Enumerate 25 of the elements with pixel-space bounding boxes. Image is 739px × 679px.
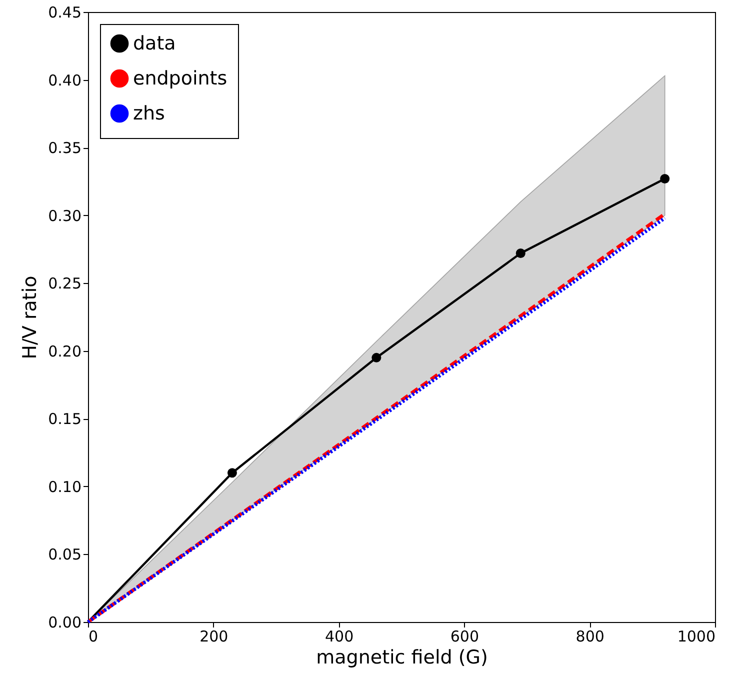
- legend-label: data: [133, 32, 176, 54]
- y-tick-label: 0.00: [48, 614, 82, 632]
- x-tick-label: 800: [576, 628, 604, 646]
- x-tick-label: 1000: [677, 628, 716, 646]
- y-axis-title: H/V ratio: [19, 276, 42, 360]
- y-tick-label: 0.10: [48, 478, 82, 496]
- y-tick-label: 0.45: [48, 4, 82, 22]
- x-tick-label: 0: [88, 628, 98, 646]
- point: [660, 174, 670, 184]
- point: [516, 248, 526, 258]
- x-tick-label: 400: [324, 628, 354, 646]
- point: [372, 352, 382, 362]
- x-tick-label: 600: [450, 628, 480, 646]
- legend-label: endpoints: [133, 68, 228, 90]
- y-tick-label: 0.35: [48, 139, 82, 158]
- point: [227, 468, 237, 478]
- y-tick-label: 0.20: [48, 342, 82, 360]
- legend-label: zhs: [133, 102, 165, 124]
- y-tick-label: 0.15: [48, 410, 82, 428]
- y-tick-label: 0.30: [48, 206, 82, 225]
- x-axis-title: magnetic field (G): [316, 646, 488, 668]
- y-tick-label: 0.05: [48, 546, 82, 564]
- y-tick-label: 0.40: [48, 71, 82, 90]
- x-tick-label: 200: [200, 628, 228, 646]
- y-tick-label: 0.25: [48, 274, 82, 293]
